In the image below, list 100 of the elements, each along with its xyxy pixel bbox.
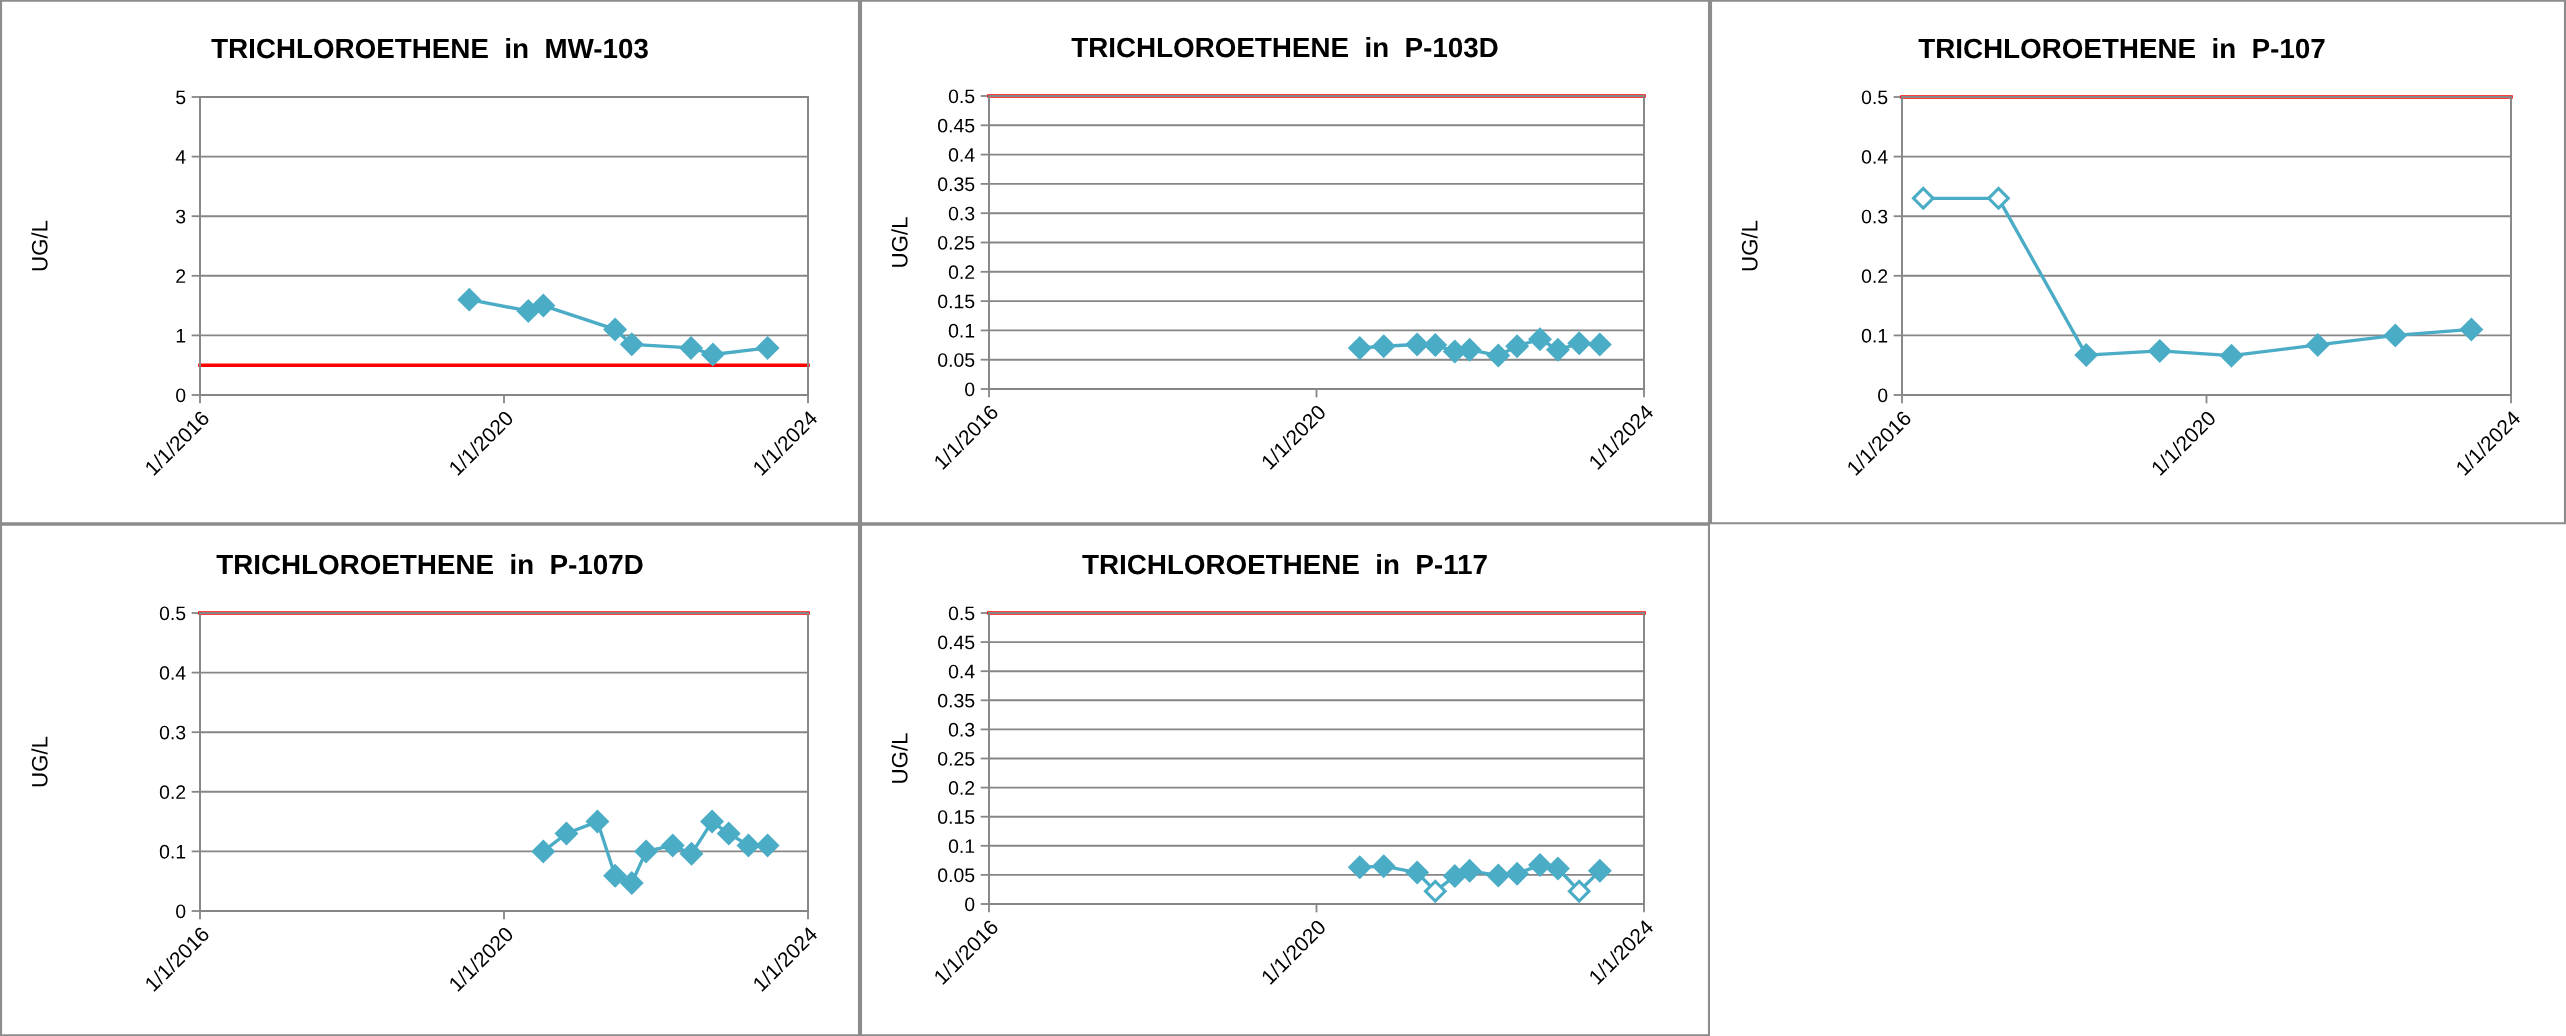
point: [620, 871, 644, 895]
point: [1911, 186, 1935, 210]
y-tick-label: 0.25: [938, 235, 975, 250]
y-tick-label: 0.15: [938, 810, 975, 824]
point: [555, 822, 578, 845]
y-tick-label: 0.1: [159, 844, 186, 859]
y-tick-label: 0.4: [948, 148, 975, 162]
y-tick-label: 0.2: [1861, 269, 1888, 284]
point: [1348, 855, 1372, 879]
y-tick-label: 0: [176, 388, 186, 403]
y-tick-label: 0.3: [1861, 209, 1888, 224]
y-tick-label: 0.3: [948, 722, 975, 737]
y-tick-label: 0.05: [938, 868, 975, 883]
point: [1588, 859, 1612, 883]
y-tick-label: 0.4: [948, 664, 975, 679]
point: [1486, 864, 1510, 887]
point: [1458, 859, 1481, 883]
point: [701, 343, 725, 366]
point: [1423, 879, 1447, 903]
chart-title: TRICHLOROETHENE in MW-103: [211, 37, 648, 59]
point: [1528, 327, 1552, 351]
y-tick-label: 0.25: [938, 751, 975, 766]
point: [737, 834, 760, 857]
point: [700, 810, 724, 833]
point: [1405, 861, 1429, 884]
point: [1405, 333, 1429, 356]
point: [603, 864, 627, 888]
point: [2383, 324, 2407, 347]
point: [531, 840, 555, 863]
y-tick-label: 3: [176, 209, 186, 224]
point: [1588, 333, 1612, 356]
y-tick-label: 0.4: [1861, 150, 1888, 164]
y-axis-title: UG/L: [891, 733, 908, 783]
y-axis-title: UG/L: [891, 217, 908, 267]
point: [661, 834, 685, 857]
y-axis-title: UG/L: [31, 736, 48, 787]
point: [1567, 331, 1591, 355]
point: [2460, 318, 2483, 341]
y-tick-label: 5: [176, 90, 186, 105]
point: [1348, 336, 1372, 360]
point: [756, 834, 779, 857]
chart-title: TRICHLOROETHENE in P-107: [1918, 37, 2325, 59]
point: [1443, 864, 1467, 888]
point: [586, 810, 609, 833]
y-tick-label: 0: [1878, 388, 1888, 403]
point: [2220, 344, 2243, 368]
chart-title: TRICHLOROETHENE in P-103D: [1071, 36, 1498, 58]
point: [1528, 853, 1552, 877]
point: [620, 332, 644, 356]
y-tick-label: 0.1: [948, 323, 975, 338]
y-tick-label: 0.5: [159, 606, 186, 621]
y-tick-label: 0.5: [1861, 90, 1888, 105]
point: [2306, 333, 2330, 357]
y-tick-label: 0.2: [948, 265, 975, 280]
y-tick-label: 0.5: [948, 606, 975, 621]
y-tick-label: 0.35: [938, 177, 975, 192]
point: [1546, 857, 1570, 880]
point: [1458, 338, 1481, 362]
y-tick-label: 0.5: [948, 89, 975, 104]
y-tick-label: 0: [965, 382, 975, 397]
point: [603, 318, 627, 341]
y-tick-label: 0.2: [159, 785, 186, 800]
point: [1546, 338, 1570, 362]
y-tick-label: 0.45: [938, 635, 975, 650]
y-tick-label: 0.1: [948, 839, 975, 854]
y-tick-label: 0.05: [938, 353, 975, 367]
point: [1505, 862, 1529, 886]
y-tick-label: 0: [176, 904, 186, 919]
chart-title: TRICHLOROETHENE in P-117: [1082, 553, 1487, 575]
point: [1987, 186, 2010, 210]
y-tick-label: 0.45: [938, 118, 975, 133]
y-tick-label: 0: [965, 897, 975, 912]
y-tick-label: 0.2: [948, 781, 975, 795]
point: [1423, 333, 1447, 357]
point: [1486, 344, 1510, 367]
point: [756, 336, 779, 360]
point: [457, 288, 481, 311]
y-tick-label: 0.3: [948, 206, 975, 221]
y-tick-label: 0.4: [159, 666, 186, 680]
point: [2148, 339, 2172, 363]
y-tick-label: 4: [175, 150, 186, 164]
y-tick-label: 0.35: [938, 693, 975, 708]
point: [1372, 334, 1396, 358]
y-tick-label: 1: [176, 329, 186, 343]
y-tick-label: 0.3: [159, 725, 186, 740]
point: [1505, 334, 1529, 358]
y-axis-title: UG/L: [1741, 220, 1758, 271]
point: [531, 294, 555, 317]
point: [634, 840, 658, 863]
point: [680, 842, 703, 866]
point: [2074, 343, 2098, 367]
point: [717, 822, 741, 845]
point: [516, 299, 540, 323]
point: [1372, 854, 1396, 878]
point: [1567, 879, 1591, 903]
point: [679, 336, 703, 360]
y-tick-label: 0.15: [938, 294, 975, 309]
chart-title: TRICHLOROETHENE in P-107D: [216, 553, 643, 575]
y-tick-label: 2: [176, 269, 186, 283]
y-tick-label: 0.1: [1861, 328, 1888, 343]
